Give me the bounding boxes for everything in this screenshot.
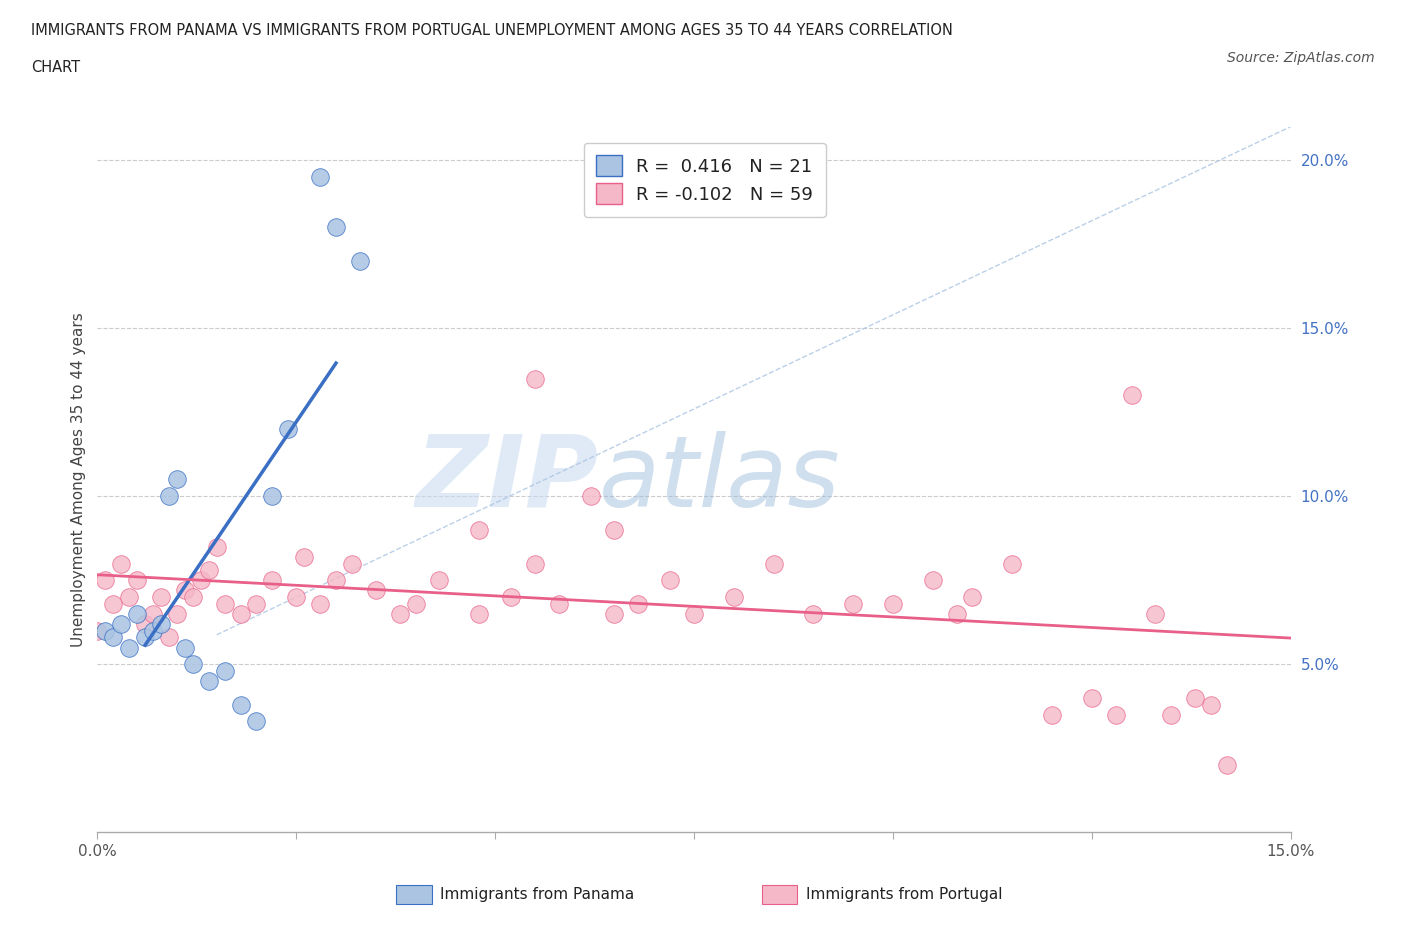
- Point: [523, 371, 546, 386]
- Point: [229, 698, 252, 712]
- Point: [245, 596, 267, 611]
- Point: [882, 596, 904, 611]
- Point: [292, 550, 315, 565]
- Point: [388, 606, 411, 621]
- Point: [190, 573, 212, 588]
- Point: [683, 606, 706, 621]
- Point: [364, 583, 387, 598]
- Text: Source: ZipAtlas.com: Source: ZipAtlas.com: [1227, 51, 1375, 65]
- Point: [579, 489, 602, 504]
- Point: [181, 590, 204, 604]
- Point: [962, 590, 984, 604]
- Point: [309, 596, 332, 611]
- Point: [262, 489, 284, 504]
- Point: [262, 573, 284, 588]
- Point: [285, 590, 308, 604]
- Point: [349, 254, 371, 269]
- Point: [94, 573, 117, 588]
- Point: [127, 606, 149, 621]
- Point: [803, 606, 825, 621]
- Point: [197, 673, 219, 688]
- Point: [1001, 556, 1024, 571]
- Point: [340, 556, 363, 571]
- Text: Immigrants from Portugal: Immigrants from Portugal: [806, 887, 1002, 902]
- Point: [205, 539, 228, 554]
- Point: [627, 596, 650, 611]
- Point: [309, 169, 332, 184]
- Point: [468, 523, 491, 538]
- Point: [1199, 698, 1222, 712]
- Y-axis label: Unemployment Among Ages 35 to 44 years: Unemployment Among Ages 35 to 44 years: [72, 312, 86, 647]
- Point: [1184, 690, 1206, 705]
- Point: [325, 220, 347, 235]
- Point: [127, 573, 149, 588]
- Point: [405, 596, 427, 611]
- Text: Immigrants from Panama: Immigrants from Panama: [440, 887, 634, 902]
- Point: [103, 630, 125, 644]
- Point: [1160, 708, 1182, 723]
- Point: [142, 623, 165, 638]
- Text: atlas: atlas: [599, 431, 841, 528]
- Point: [150, 590, 173, 604]
- Point: [547, 596, 569, 611]
- Point: [1216, 758, 1239, 773]
- Point: [945, 606, 967, 621]
- Point: [468, 606, 491, 621]
- Point: [214, 596, 236, 611]
- Point: [134, 617, 156, 631]
- Point: [429, 573, 451, 588]
- Point: [603, 606, 626, 621]
- Point: [86, 623, 108, 638]
- Point: [214, 664, 236, 679]
- Point: [325, 573, 347, 588]
- Point: [118, 590, 141, 604]
- Point: [1040, 708, 1063, 723]
- Point: [110, 617, 132, 631]
- Point: [103, 596, 125, 611]
- Point: [842, 596, 865, 611]
- Point: [142, 606, 165, 621]
- Point: [157, 630, 180, 644]
- Point: [110, 556, 132, 571]
- Text: IMMIGRANTS FROM PANAMA VS IMMIGRANTS FROM PORTUGAL UNEMPLOYMENT AMONG AGES 35 TO: IMMIGRANTS FROM PANAMA VS IMMIGRANTS FRO…: [31, 23, 953, 38]
- Point: [118, 640, 141, 655]
- Point: [245, 714, 267, 729]
- Point: [1144, 606, 1167, 621]
- Point: [197, 563, 219, 578]
- Point: [173, 640, 195, 655]
- Point: [921, 573, 943, 588]
- Point: [762, 556, 785, 571]
- Point: [659, 573, 682, 588]
- Text: ZIP: ZIP: [416, 431, 599, 528]
- Point: [94, 623, 117, 638]
- Legend: R =  0.416   N = 21, R = -0.102   N = 59: R = 0.416 N = 21, R = -0.102 N = 59: [583, 142, 825, 217]
- Point: [181, 657, 204, 671]
- Point: [499, 590, 522, 604]
- Point: [157, 489, 180, 504]
- Point: [150, 617, 173, 631]
- Point: [1081, 690, 1104, 705]
- Point: [277, 421, 299, 436]
- Point: [1105, 708, 1128, 723]
- Point: [173, 583, 195, 598]
- Point: [603, 523, 626, 538]
- Point: [229, 606, 252, 621]
- Point: [134, 630, 156, 644]
- Point: [166, 472, 188, 487]
- Text: CHART: CHART: [31, 60, 80, 75]
- Point: [1121, 388, 1143, 403]
- Point: [523, 556, 546, 571]
- Point: [166, 606, 188, 621]
- Point: [723, 590, 745, 604]
